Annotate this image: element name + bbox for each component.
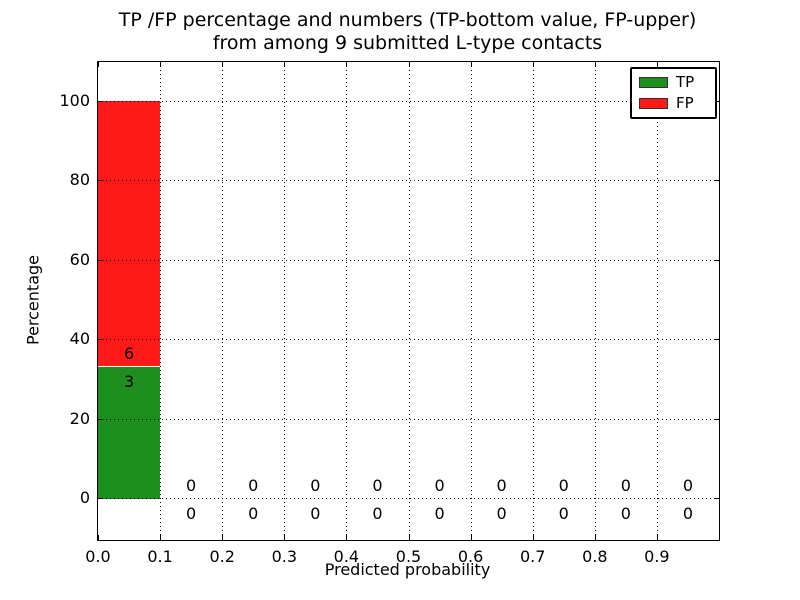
count-tp-bin3: 0 [310,504,321,523]
tick-top-x0.8 [594,62,596,67]
tick-top-x0.9 [656,62,658,67]
ytick-label-0: 0 [79,487,90,507]
count-tp-bin8: 0 [620,504,631,523]
count-fp-bin2: 0 [248,476,259,496]
bar-fp-bin0 [98,100,161,366]
grid-layer [98,62,719,540]
xtick-label-0.5: 0.5 [395,547,422,566]
gridline-x-0.5 [408,62,410,540]
gridline-x-0.6 [470,62,472,540]
tick-bottom-x0.1 [160,535,162,540]
x-axis-label: Predicted probability [324,560,491,579]
tick-top-x0.5 [408,62,410,67]
ytick-label-40: 40 [69,329,90,349]
tick-left-y60 [98,259,103,261]
tick-bottom-x0.7 [532,535,534,540]
count-tp-bin9: 0 [682,504,694,523]
xtick-label-0.4: 0.4 [333,547,360,566]
tick-top-x0.2 [222,62,224,67]
gridline-x-0.4 [346,62,348,540]
count-tp-bin5: 0 [434,504,445,523]
xtick-label-0.6: 0.6 [457,547,484,566]
count-fp-bin1: 0 [186,476,197,496]
count-fp-bin5: 0 [434,476,445,496]
tick-left-y80 [98,180,103,182]
count-fp-bin4: 0 [372,476,383,496]
gridline-x-0.7 [532,62,534,540]
tick-bottom-x0.5 [408,535,410,540]
count-fp-bin7: 0 [558,476,569,496]
gridline-x-0.8 [594,62,596,540]
legend-label-fp: FP [676,94,694,112]
count-tp-bin7: 0 [558,504,569,523]
bars-layer [98,62,719,540]
bar-tp-bin0 [98,365,161,499]
tick-bottom-x0.6 [470,535,472,540]
legend-swatch-tp-icon [639,77,668,88]
count-tp-bin6: 0 [496,504,507,523]
count-fp-bin8: 0 [620,476,631,496]
chart-title-line2: from among 9 submitted L-type contacts [212,32,603,54]
labels-layer: 0 20 40 60 80 100 0.0 0.1 0.2 0.3 0.4 0.5 0.6 0.7 0.8 0… [59,62,719,566]
ytick-label-20: 20 [69,408,90,428]
xtick-label-0.7: 0.7 [519,547,546,566]
xtick-label-0.1: 0.1 [147,547,173,566]
tick-right-y20 [714,418,719,420]
xtick-label-0.9: 0.9 [644,547,670,566]
tick-right-y0 [714,497,719,499]
tick-left-y20 [98,418,103,420]
count-tp-bin1: 0 [186,504,197,523]
legend-entry-tp: TP [639,75,708,90]
legend: TP FP [630,67,717,119]
ticks-layer [98,62,719,540]
tick-bottom-x0.9 [656,535,658,540]
chart-title: TP /FP percentage and numbers (TP-bottom… [97,9,718,55]
tick-top-x0.1 [160,62,162,67]
tick-right-y80 [714,180,719,182]
gridline-x-0.1 [160,62,162,540]
tick-right-y60 [714,259,719,261]
tick-bottom-x0.4 [346,535,348,540]
plot-area: 0 20 40 60 80 100 0.0 0.1 0.2 0.3 0.4 0.5 0.6 0.7 0.8 0… [59,61,720,566]
ytick-label-80: 80 [69,170,90,190]
tick-right-y40 [714,339,719,341]
tick-left-y100 [98,100,103,102]
tick-top-x0.3 [284,62,286,67]
tick-top-x0.7 [532,62,534,67]
gridline-x-0.2 [222,62,224,540]
count-fp-bin0: 6 [123,343,135,363]
tick-bottom-x0 [98,535,99,540]
y-axis-label: Percentage [23,254,43,346]
xtick-label-0.0: 0.0 [85,547,111,566]
legend-swatch-fp-icon [639,98,668,109]
tick-bottom-x0.8 [594,535,596,540]
count-tp-bin2: 0 [248,504,259,523]
chart-title-line1: TP /FP percentage and numbers (TP-bottom… [118,9,697,31]
count-fp-bin6: 0 [496,476,507,496]
ytick-label-100: 100 [59,90,90,110]
count-tp-bin4: 0 [372,504,383,523]
ytick-label-60: 60 [69,249,90,269]
xtick-label-0.2: 0.2 [209,547,235,566]
count-tp-bin0: 3 [123,371,135,391]
legend-entry-fp: FP [639,96,708,111]
xtick-label-0.3: 0.3 [271,547,298,566]
gridline-x-0.9 [656,62,658,540]
tick-top-x0.6 [470,62,472,67]
tick-bottom-x0.2 [222,535,224,540]
count-fp-bin9: 0 [682,476,694,496]
tick-left-y0 [98,497,103,499]
tick-bottom-x0.3 [284,535,286,540]
tick-top-x0 [98,62,99,67]
legend-label-tp: TP [676,73,695,91]
tick-left-y40 [98,339,103,341]
count-fp-bin3: 0 [310,476,321,496]
tick-top-x0.4 [346,62,348,67]
xtick-label-0.8: 0.8 [582,547,608,566]
gridline-x-0.3 [284,62,286,540]
